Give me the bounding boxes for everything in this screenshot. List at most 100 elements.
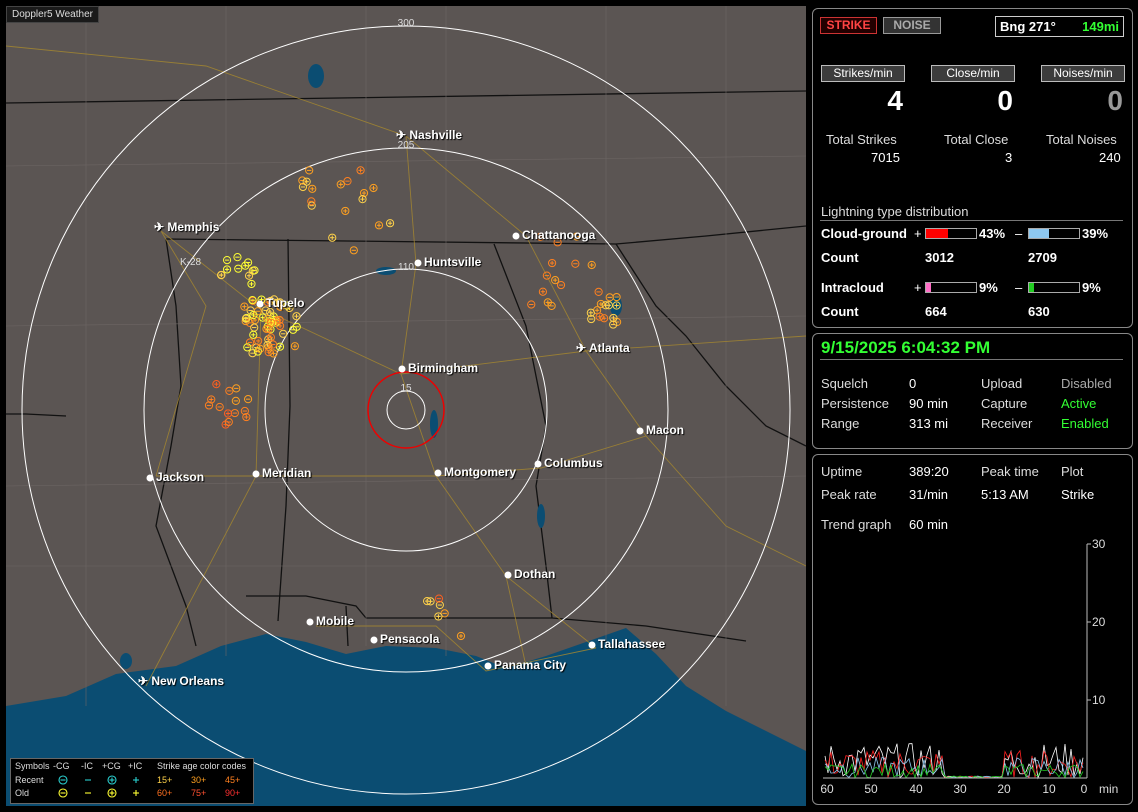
strike-marker bbox=[434, 594, 444, 603]
plot-value[interactable]: Strike bbox=[1061, 487, 1095, 502]
city-label: Mobile bbox=[316, 614, 354, 628]
strike-marker bbox=[243, 395, 253, 404]
ic-positive-bar bbox=[925, 282, 977, 293]
status-panel: 9/15/2025 6:04:32 PM Squelch 0 Upload Di… bbox=[812, 333, 1133, 449]
city-dot bbox=[504, 571, 512, 579]
city-label: Macon bbox=[646, 423, 685, 437]
strike-marker bbox=[609, 320, 618, 329]
city-label: Pensacola bbox=[380, 632, 440, 646]
city-label: Huntsville bbox=[424, 255, 482, 269]
city-label: ✈ New Orleans bbox=[138, 674, 225, 688]
squelch-label: Squelch bbox=[821, 376, 868, 391]
strike-marker bbox=[343, 177, 352, 186]
strike-marker bbox=[307, 201, 316, 210]
capture-label: Capture bbox=[981, 396, 1028, 411]
distribution-divider bbox=[820, 220, 1123, 221]
strike-marker bbox=[242, 412, 251, 422]
noise-button[interactable]: NOISE bbox=[883, 17, 941, 34]
strike-marker bbox=[234, 264, 243, 273]
strike-marker bbox=[601, 301, 610, 310]
strike-marker bbox=[553, 238, 562, 247]
ic-minus-sign: – bbox=[1015, 280, 1023, 295]
strike-marker bbox=[435, 600, 444, 610]
distribution-title: Lightning type distribution bbox=[821, 204, 969, 219]
strike-marker bbox=[250, 323, 259, 332]
x-tick: 30 bbox=[953, 782, 967, 796]
city-dot bbox=[414, 259, 422, 267]
city-label: Birmingham bbox=[408, 361, 479, 375]
strike-markers bbox=[204, 166, 622, 641]
strike-marker bbox=[612, 292, 621, 302]
strike-marker bbox=[290, 342, 300, 351]
strike-marker bbox=[385, 219, 395, 228]
city-label: ✈ Nashville bbox=[396, 128, 463, 142]
city-dot bbox=[512, 232, 520, 240]
strike-marker bbox=[612, 301, 621, 310]
close-per-min-value: 0 bbox=[997, 85, 1013, 116]
city-label: ✈ Atlanta bbox=[576, 341, 630, 355]
range-label: 15 bbox=[400, 383, 412, 394]
strike-marker bbox=[233, 253, 242, 262]
close-per-min-button[interactable]: Close/min bbox=[931, 65, 1015, 82]
legend-recent-label: Recent bbox=[15, 775, 44, 785]
strike-marker bbox=[268, 340, 278, 349]
cg-negative-bar bbox=[1028, 228, 1080, 239]
strike-marker bbox=[249, 330, 258, 339]
strike-marker bbox=[302, 177, 311, 186]
strike-marker bbox=[248, 349, 257, 358]
lakes bbox=[120, 64, 622, 669]
strikes-per-min-button[interactable]: Strikes/min bbox=[821, 65, 905, 82]
city-dot bbox=[256, 300, 264, 308]
strike-marker bbox=[305, 166, 314, 175]
trend-series bbox=[824, 743, 1084, 780]
city-dot bbox=[588, 641, 596, 649]
legend-age: 15+ bbox=[157, 775, 173, 785]
strike-marker bbox=[587, 260, 596, 270]
receiver-value: Enabled bbox=[1061, 416, 1109, 431]
strike-marker bbox=[285, 303, 294, 313]
strike-marker bbox=[596, 299, 605, 309]
total-noises-label: Total Noises bbox=[1046, 132, 1117, 147]
ic-positive-count: 664 bbox=[925, 304, 947, 319]
noises-per-min-button[interactable]: Noises/min bbox=[1041, 65, 1125, 82]
strike-marker bbox=[307, 197, 316, 206]
trend-tick-labels: 30 20 10 60 50 40 30 20 10 0 min bbox=[820, 537, 1118, 796]
strike-marker bbox=[223, 409, 233, 418]
city-label: Jackson bbox=[156, 470, 205, 484]
persistence-value: 90 min bbox=[909, 396, 949, 411]
city-markers bbox=[146, 232, 644, 670]
strike-marker bbox=[225, 386, 234, 395]
map-canvas: 300 205 110 15 K-28 bbox=[6, 6, 806, 806]
y-tick: 20 bbox=[1092, 615, 1106, 629]
range-ring-205 bbox=[143, 147, 669, 673]
persistence-label: Persistence bbox=[821, 396, 889, 411]
strike-marker bbox=[241, 314, 250, 323]
lightning-map[interactable]: 300 205 110 15 K-28 Doppler5 Weather ✈ N… bbox=[6, 6, 806, 806]
upload-value: Disabled bbox=[1061, 376, 1112, 391]
strike-marker bbox=[243, 343, 252, 352]
peak-rate-value: 31/min bbox=[909, 487, 949, 502]
range-ring-110 bbox=[264, 268, 548, 552]
city-label: Tupelo bbox=[266, 296, 305, 310]
x-unit: min bbox=[1099, 782, 1118, 796]
strike-marker bbox=[232, 384, 241, 393]
strike-marker bbox=[423, 597, 432, 606]
distance-value: 149mi bbox=[1082, 19, 1119, 34]
close-strike-ring bbox=[367, 371, 445, 449]
strike-marker bbox=[256, 344, 265, 353]
strike-stats-panel: STRIKE NOISE Bng 271° 149mi Strikes/min … bbox=[812, 8, 1133, 328]
peak-time-value: 5:13 AM bbox=[981, 487, 1029, 502]
strike-marker bbox=[230, 408, 239, 418]
strike-marker bbox=[556, 280, 566, 290]
strike-marker bbox=[240, 406, 249, 416]
legend-old-label: Old bbox=[15, 788, 30, 798]
city-dot bbox=[534, 460, 542, 468]
strike-button[interactable]: STRIKE bbox=[820, 17, 877, 34]
range-label: 300 bbox=[398, 18, 415, 29]
city-dot bbox=[370, 636, 378, 644]
strike-marker bbox=[595, 312, 604, 321]
ic-plus-sign: + bbox=[914, 280, 922, 295]
range-label: Range bbox=[821, 416, 860, 431]
cg-positive-pct: 43% bbox=[979, 226, 1006, 241]
plot-label: Plot bbox=[1061, 464, 1084, 479]
